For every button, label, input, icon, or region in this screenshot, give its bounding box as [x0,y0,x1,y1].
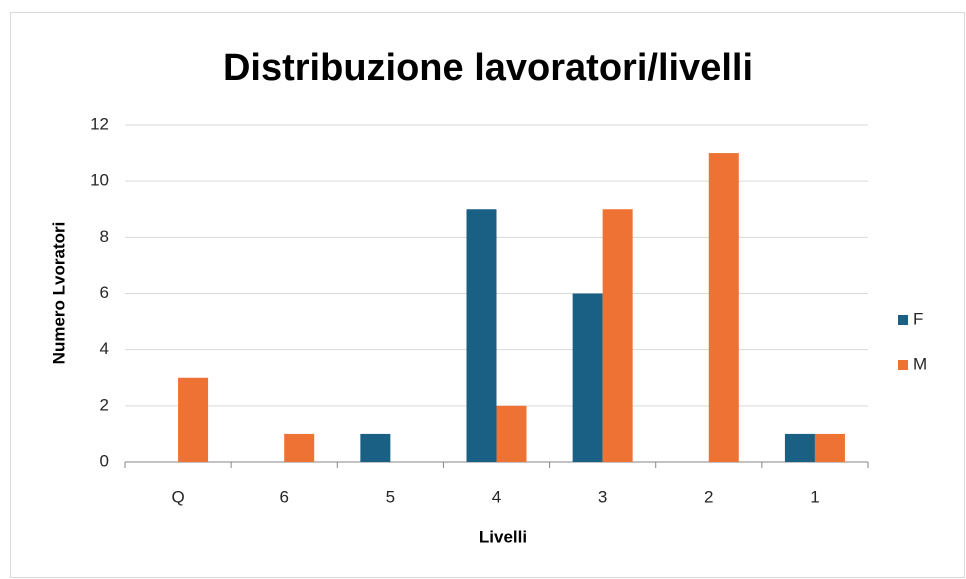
bar [466,209,497,462]
bar [360,433,391,462]
x-tick-label: 1 [810,487,819,506]
bar [496,405,527,462]
y-tick-label: 10 [90,171,109,190]
x-tick-label: 6 [279,487,288,506]
bar [708,153,739,463]
bar [784,433,815,462]
bar [284,433,315,462]
bar [178,377,209,462]
y-tick-label: 2 [100,395,109,414]
legend-swatch [898,360,908,370]
bar [814,433,845,462]
x-axis-label: Livelli [479,527,527,546]
bar [602,209,633,462]
y-tick-label: 8 [100,227,109,246]
x-tick-label: 3 [598,487,607,506]
legend-label: F [913,309,923,328]
legend-label: M [913,354,927,373]
y-tick-label: 4 [100,339,109,358]
x-tick-label: Q [171,487,184,506]
y-axis-label: Numero Lvoratori [49,222,68,365]
legend-swatch [898,315,908,325]
y-tick-label: 6 [100,283,109,302]
chart-title: Distribuzione lavoratori/livelli [223,47,753,89]
bar [572,293,603,462]
x-tick-label: 2 [704,487,713,506]
x-tick-label: 4 [492,487,501,506]
x-tick-label: 5 [386,487,395,506]
y-tick-label: 0 [100,451,109,470]
y-tick-label: 12 [90,114,109,133]
